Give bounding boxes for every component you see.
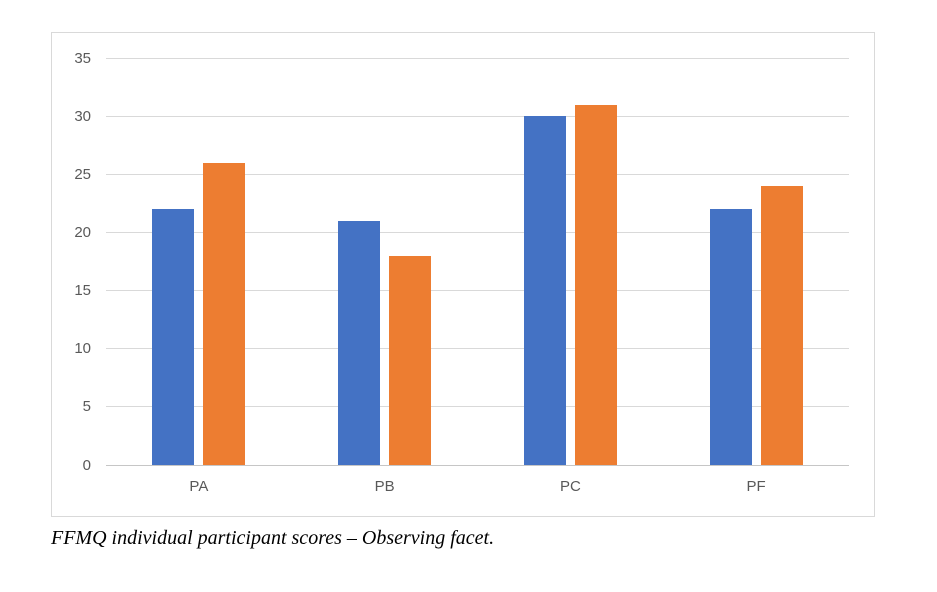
y-tick-label: 0 xyxy=(82,456,91,474)
bar xyxy=(389,255,432,465)
bar xyxy=(574,104,617,465)
gridline xyxy=(106,406,849,408)
chart-caption: FFMQ individual participant scores – Obs… xyxy=(51,527,495,549)
bar xyxy=(709,209,752,465)
y-tick-label: 20 xyxy=(74,223,91,241)
y-tick-label: 10 xyxy=(74,340,91,358)
x-tick-label: PB xyxy=(374,478,395,495)
y-tick-label: 30 xyxy=(74,107,91,125)
gridline xyxy=(106,115,849,117)
gridline xyxy=(106,173,849,175)
y-tick-label: 15 xyxy=(74,282,91,300)
x-tick-label: PF xyxy=(746,478,766,495)
x-axis-line xyxy=(106,464,849,466)
bar xyxy=(523,116,566,465)
bar xyxy=(203,162,246,465)
y-tick-label: 25 xyxy=(74,165,91,183)
bar xyxy=(760,185,803,465)
gridline xyxy=(106,348,849,350)
bar xyxy=(338,220,381,465)
x-tick-label: PA xyxy=(189,478,209,495)
x-tick-label: PC xyxy=(559,478,581,495)
bar xyxy=(152,209,195,465)
gridline xyxy=(106,290,849,292)
gridline xyxy=(106,57,849,59)
gridline xyxy=(106,231,849,233)
y-tick-label: 5 xyxy=(82,398,91,416)
y-tick-label: 35 xyxy=(74,49,91,67)
chart-frame: 0 5 10 15 20 25 30 35 PA PB PC PF xyxy=(51,32,875,517)
